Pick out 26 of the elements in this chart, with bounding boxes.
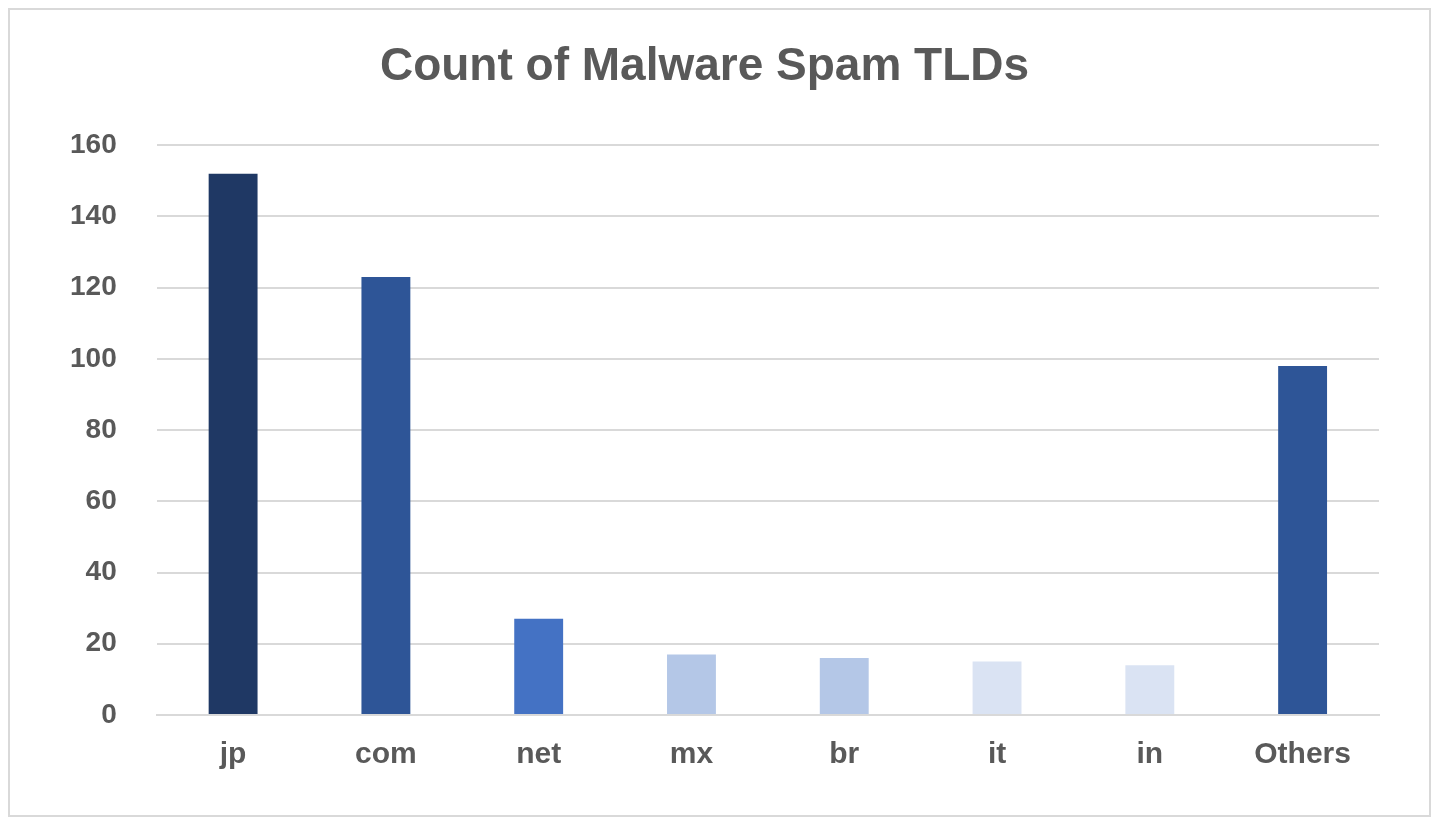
- bar: [819, 658, 869, 714]
- bar: [667, 654, 716, 714]
- y-tick-label: 120: [70, 270, 117, 302]
- x-tick-label: net: [516, 736, 562, 770]
- chart-title: Count of Malware Spam TLDs: [379, 38, 1030, 91]
- bar: [972, 661, 1022, 714]
- x-tick-label: it: [987, 736, 1007, 770]
- y-tick-label: 140: [70, 199, 117, 231]
- x-tick-label: com: [355, 736, 417, 770]
- x-tick-label: jp: [218, 736, 247, 770]
- x-tick-label: in: [1136, 736, 1164, 770]
- bar: [361, 276, 411, 714]
- y-tick-label: 20: [85, 626, 117, 658]
- bar: [208, 173, 258, 714]
- x-tick-label: br: [829, 736, 860, 770]
- y-tick-label: 0: [101, 697, 117, 729]
- x-tick-label: Others: [1254, 736, 1351, 770]
- y-tick-label: 80: [85, 412, 117, 444]
- y-tick-label: 160: [70, 127, 117, 159]
- y-tick-label: 60: [85, 484, 117, 516]
- bar: [1278, 366, 1328, 714]
- y-tick-label: 100: [70, 341, 117, 373]
- x-tick-label: mx: [669, 736, 714, 770]
- bar: [514, 618, 564, 714]
- y-tick-label: 40: [85, 555, 117, 587]
- bar: [1125, 665, 1175, 714]
